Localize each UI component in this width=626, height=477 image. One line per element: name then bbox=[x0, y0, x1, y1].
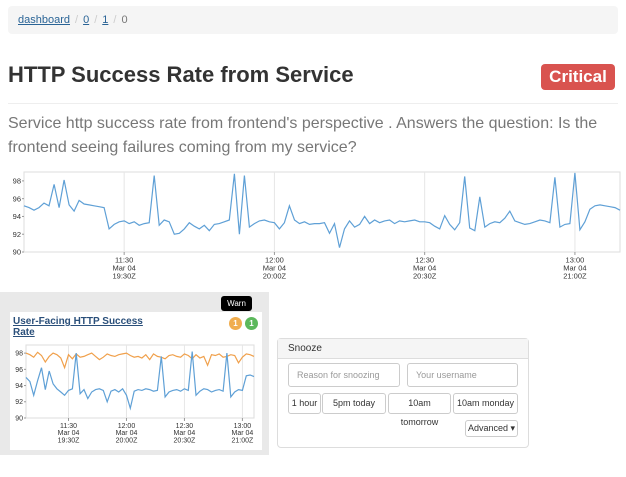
snooze-title: Snooze bbox=[278, 339, 528, 359]
y-tick-label: 92 bbox=[15, 399, 23, 406]
y-tick-label: 90 bbox=[13, 248, 21, 257]
y-tick-label: 98 bbox=[15, 351, 23, 358]
x-tick-label: 21:00Z bbox=[563, 271, 587, 280]
y-tick-label: 96 bbox=[15, 367, 23, 374]
x-tick-label: Mar 04 bbox=[174, 430, 196, 437]
x-tick-label: Mar 04 bbox=[413, 263, 436, 272]
warn-badge[interactable]: 1 bbox=[229, 317, 242, 330]
x-tick-label: 12:00 bbox=[118, 423, 136, 430]
y-tick-label: 94 bbox=[13, 212, 21, 221]
crumb[interactable]: 1 bbox=[102, 14, 109, 26]
reason-input[interactable]: Reason for snoozing bbox=[288, 363, 400, 387]
x-tick-label: 19:30Z bbox=[112, 271, 136, 280]
x-tick-label: 20:00Z bbox=[263, 271, 287, 280]
status-badge: Critical bbox=[541, 64, 615, 90]
y-tick-label: 98 bbox=[13, 177, 21, 186]
series-line bbox=[23, 172, 621, 248]
crumb: 0 bbox=[121, 14, 128, 26]
x-tick-label: 11:30 bbox=[60, 423, 77, 430]
y-tick-label: 90 bbox=[15, 415, 23, 422]
x-tick-label: 20:30Z bbox=[413, 271, 437, 280]
crumb[interactable]: dashboard bbox=[18, 14, 70, 26]
plot-frame bbox=[23, 171, 621, 253]
y-tick-label: 94 bbox=[15, 383, 23, 390]
x-tick-label: 13:00 bbox=[234, 423, 252, 430]
tooltip: Warn bbox=[221, 296, 252, 311]
crumb[interactable]: 0 bbox=[83, 14, 90, 26]
series-line bbox=[25, 351, 255, 411]
y-tick-label: 96 bbox=[13, 194, 21, 203]
snooze-button[interactable]: 1 hour bbox=[288, 393, 321, 414]
panel-title[interactable]: User-Facing HTTP Success Rate bbox=[13, 316, 143, 338]
breadcrumb: dashboard/0/1/0 bbox=[8, 6, 618, 34]
divider bbox=[8, 103, 618, 104]
x-tick-label: Mar 04 bbox=[112, 263, 135, 272]
x-tick-label: 12:30 bbox=[415, 256, 434, 265]
x-tick-label: Mar 04 bbox=[116, 430, 138, 437]
snooze-button[interactable]: 5pm today bbox=[322, 393, 386, 414]
snooze-button[interactable]: 10am monday bbox=[453, 393, 518, 414]
page-title: HTTP Success Rate from Service bbox=[8, 62, 354, 87]
y-tick-label: 92 bbox=[13, 230, 21, 239]
ok-badge[interactable]: 1 bbox=[245, 317, 258, 330]
description: Service http success rate from frontend'… bbox=[8, 115, 598, 156]
x-tick-label: Mar 04 bbox=[58, 430, 80, 437]
advanced-label: Advanced bbox=[467, 423, 508, 433]
advanced-button[interactable]: Advanced ▾ bbox=[465, 420, 518, 437]
x-tick-label: 12:00 bbox=[265, 256, 284, 265]
x-tick-label: 12:30 bbox=[176, 423, 194, 430]
x-tick-label: 19:30Z bbox=[58, 438, 81, 445]
x-tick-label: Mar 04 bbox=[563, 263, 586, 272]
plot-frame bbox=[25, 344, 255, 419]
x-tick-label: 20:30Z bbox=[174, 438, 197, 445]
x-tick-label: Mar 04 bbox=[232, 430, 254, 437]
x-tick-label: 11:30 bbox=[115, 256, 133, 265]
snooze-panel bbox=[277, 338, 529, 448]
series-line bbox=[25, 351, 255, 370]
x-tick-label: 13:00 bbox=[566, 256, 585, 265]
snooze-button[interactable]: 10am tomorrow bbox=[388, 393, 451, 427]
x-tick-label: Mar 04 bbox=[263, 263, 286, 272]
username-input[interactable]: Your username bbox=[407, 363, 518, 387]
x-tick-label: 20:00Z bbox=[116, 438, 139, 445]
x-tick-label: 21:00Z bbox=[232, 438, 255, 445]
